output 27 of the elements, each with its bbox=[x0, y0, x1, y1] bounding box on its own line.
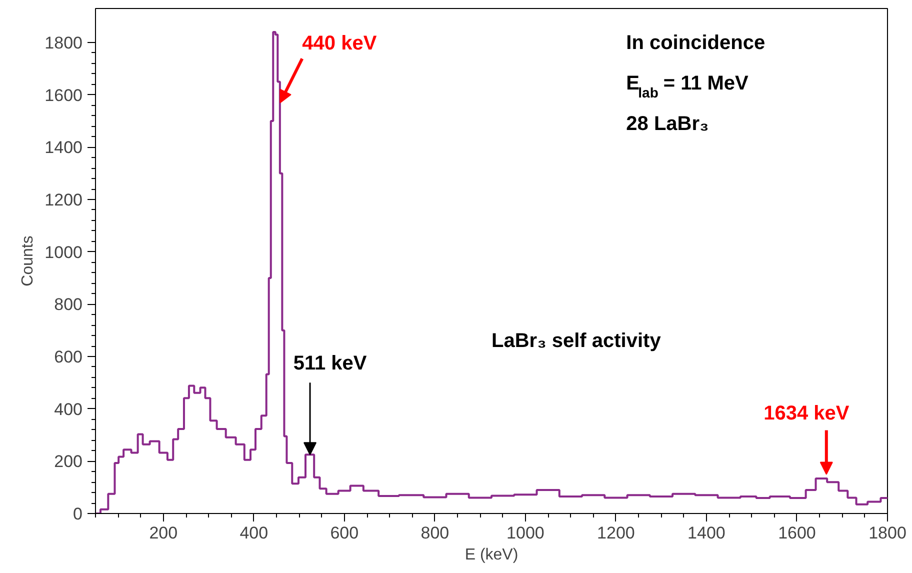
y-tick-label: 200 bbox=[54, 452, 83, 472]
y-axis-title: Counts bbox=[20, 236, 37, 286]
y-tick-label: 1800 bbox=[44, 34, 83, 53]
y-tick-label: 400 bbox=[54, 400, 83, 419]
y-tick-label: 600 bbox=[54, 348, 83, 367]
annotation: 1634 keV bbox=[764, 402, 850, 424]
y-tick-label: 1200 bbox=[44, 190, 83, 210]
annotation: In coincidence bbox=[626, 32, 766, 54]
x-tick-label: 600 bbox=[330, 524, 359, 542]
y-tick-label: 1600 bbox=[44, 86, 83, 105]
y-tick-label: 0 bbox=[73, 504, 83, 524]
y-tick-label: 800 bbox=[54, 295, 83, 314]
x-tick-label: 1600 bbox=[778, 524, 816, 542]
x-tick-label: 1400 bbox=[688, 524, 726, 542]
x-tick-label: 1800 bbox=[868, 524, 906, 542]
y-tick-label: 1000 bbox=[44, 242, 83, 262]
x-axis-title: E (keV) bbox=[464, 546, 518, 564]
x-tick-label: 800 bbox=[420, 524, 450, 542]
annotation: 440 keV bbox=[302, 32, 378, 55]
annotation: 28 LaBr₃ bbox=[626, 112, 709, 135]
annotation: 511 keV bbox=[293, 352, 368, 375]
x-tick-label: 1200 bbox=[597, 524, 635, 542]
x-tick-label: 200 bbox=[149, 524, 178, 542]
annotation: LaBr₃ self activity bbox=[492, 330, 662, 352]
y-tick-label: 1400 bbox=[44, 138, 83, 158]
x-tick-label: 400 bbox=[240, 524, 268, 542]
x-tick-label: 1000 bbox=[506, 524, 544, 542]
